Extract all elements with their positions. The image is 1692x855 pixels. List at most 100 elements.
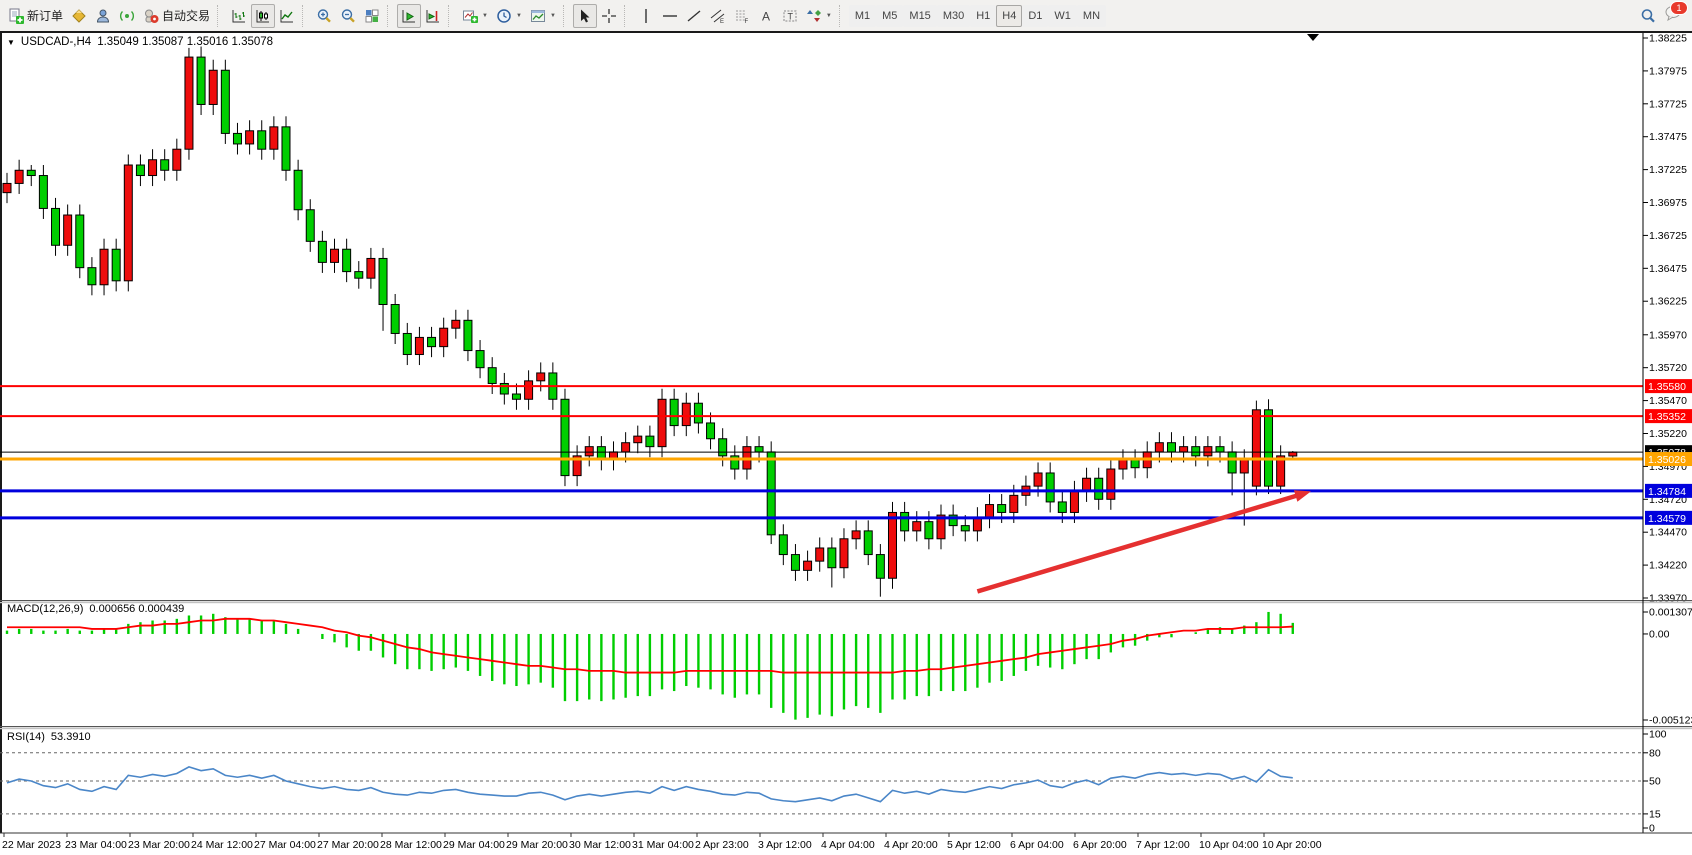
timeframe-h1-button[interactable]: H1 [970, 4, 997, 27]
panel-separator[interactable] [0, 602, 1692, 604]
svg-text:1.33970: 1.33970 [1649, 593, 1687, 605]
candle [281, 126, 291, 171]
svg-text:1.34220: 1.34220 [1649, 560, 1687, 572]
candle [863, 530, 873, 556]
chevron-down-icon: ▼ [549, 12, 556, 19]
svg-text:A: A [762, 9, 770, 23]
candle [1106, 468, 1116, 500]
chart-top-frame [0, 31, 1692, 33]
zoom-in-button[interactable] [312, 4, 336, 28]
ohlc-values: 1.35049 1.35087 1.35016 1.35078 [97, 36, 274, 48]
svg-text:1.36725: 1.36725 [1649, 230, 1687, 242]
macd-panel: 0.001307 0.00 -0.005123 [5, 607, 1692, 727]
bar-chart-mode-button[interactable] [227, 4, 251, 28]
timeframe-w1-button[interactable]: W1 [1048, 4, 1077, 27]
zoom-out-icon [341, 8, 355, 23]
vertical-line-tool-button[interactable] [634, 4, 658, 28]
crosshair-tool-button[interactable] [597, 4, 621, 28]
auto-scroll-button[interactable] [397, 3, 422, 28]
timeframe-m1-button[interactable]: M1 [848, 4, 877, 27]
chart-shift-marker[interactable] [1307, 34, 1319, 41]
autotrade-icon [145, 9, 159, 23]
arrows-tool-button[interactable]: ▼ [802, 4, 836, 28]
panel-separator[interactable] [0, 600, 1692, 602]
new-order-button[interactable]: 新订单 [4, 4, 67, 28]
candle [487, 367, 497, 384]
text-tool-button[interactable]: A [754, 4, 778, 28]
timeframe-m15-button[interactable]: M15 [903, 4, 937, 27]
candlestick-mode-button[interactable] [251, 3, 276, 28]
collapse-triangle-icon[interactable]: ▼ [7, 37, 15, 47]
chart-window[interactable]: 1.38225 1.37975 1.37725 1.37475 1.37225 1.369… [0, 31, 1692, 855]
fibonacci-tool-button[interactable]: F [730, 4, 754, 28]
line-chart-mode-button[interactable] [275, 4, 299, 28]
candle [184, 56, 194, 150]
candle [924, 521, 934, 540]
panel-separator[interactable] [0, 728, 1692, 730]
candle [427, 336, 437, 348]
zoom-out-button[interactable] [336, 4, 360, 28]
svg-text:1.35580: 1.35580 [1648, 381, 1686, 393]
timeframe-m30-button[interactable]: M30 [936, 4, 971, 27]
symbol-period-label: USDCAD-,H4 [20, 36, 92, 48]
svg-text:1.35970: 1.35970 [1649, 329, 1687, 341]
market-watch-button[interactable] [67, 4, 91, 28]
candle [972, 517, 982, 532]
time-label: 5 Apr 12:00 [947, 839, 1001, 851]
vertical-line-icon [645, 8, 647, 23]
chart-shift-button[interactable] [421, 4, 445, 28]
candle [1057, 501, 1067, 513]
candle [257, 130, 267, 150]
cursor-tool-button[interactable] [572, 3, 597, 28]
chart-canvas[interactable]: 1.38225 1.37975 1.37725 1.37475 1.37225 1.369… [0, 31, 1692, 855]
svg-text:1.35220: 1.35220 [1649, 428, 1687, 440]
price-axis[interactable]: 1.38225 1.37975 1.37725 1.37475 1.37225 1.369… [1643, 33, 1687, 605]
candle [1130, 459, 1140, 469]
candle [451, 319, 461, 329]
data-window-button[interactable] [91, 4, 115, 28]
auto-scroll-icon [402, 9, 416, 22]
candle [815, 547, 825, 562]
timeframe-d1-button[interactable]: D1 [1022, 4, 1049, 27]
candle [269, 126, 279, 150]
macd-name: MACD(12,26,9) [7, 603, 84, 615]
candle [342, 248, 352, 273]
svg-text:T: T [787, 11, 793, 21]
text-label-tool-button[interactable]: T [778, 4, 802, 28]
svg-text:F: F [744, 19, 748, 24]
time-axis[interactable]: 22 Mar 2023 23 Mar 04:00 23 Mar 20:00 24 Ma… [2, 833, 1322, 851]
candle [354, 271, 364, 279]
new-order-label: 新订单 [27, 9, 64, 23]
trend-arrow[interactable] [976, 490, 1311, 594]
candle [439, 327, 449, 348]
trendline-tool-button[interactable] [682, 4, 706, 28]
panel-separator[interactable] [0, 726, 1692, 728]
candle [87, 267, 97, 286]
timeframe-mn-button[interactable]: MN [1076, 4, 1107, 27]
templates-button[interactable]: ▼ [526, 4, 560, 28]
candle [1251, 409, 1261, 487]
timeframe-m5-button[interactable]: M5 [876, 4, 904, 27]
time-label: 30 Mar 12:00 [569, 839, 631, 851]
tile-windows-button[interactable] [360, 4, 384, 28]
horizontal-line-tool-button[interactable] [658, 4, 682, 28]
timeframe-h4-button[interactable]: H4 [996, 4, 1023, 27]
candle [1045, 472, 1055, 503]
svg-text:1.37475: 1.37475 [1649, 131, 1687, 143]
channel-tool-button[interactable]: E [706, 4, 730, 28]
time-label: 6 Apr 20:00 [1073, 839, 1127, 851]
candle [51, 207, 61, 246]
autotrade-button[interactable]: 自动交易 [139, 4, 214, 28]
cursor-icon [580, 9, 590, 22]
candle [208, 69, 218, 105]
indicators-button[interactable]: ▼ [458, 4, 492, 28]
candle [75, 214, 85, 269]
search-button[interactable] [1636, 4, 1660, 28]
candle [1227, 451, 1237, 474]
candle [560, 398, 570, 477]
candle [330, 248, 340, 263]
signals-button[interactable] [115, 4, 139, 28]
periods-button[interactable]: ▼ [492, 4, 526, 28]
chat-button[interactable]: 1 [1664, 1, 1688, 26]
candle [851, 530, 861, 540]
